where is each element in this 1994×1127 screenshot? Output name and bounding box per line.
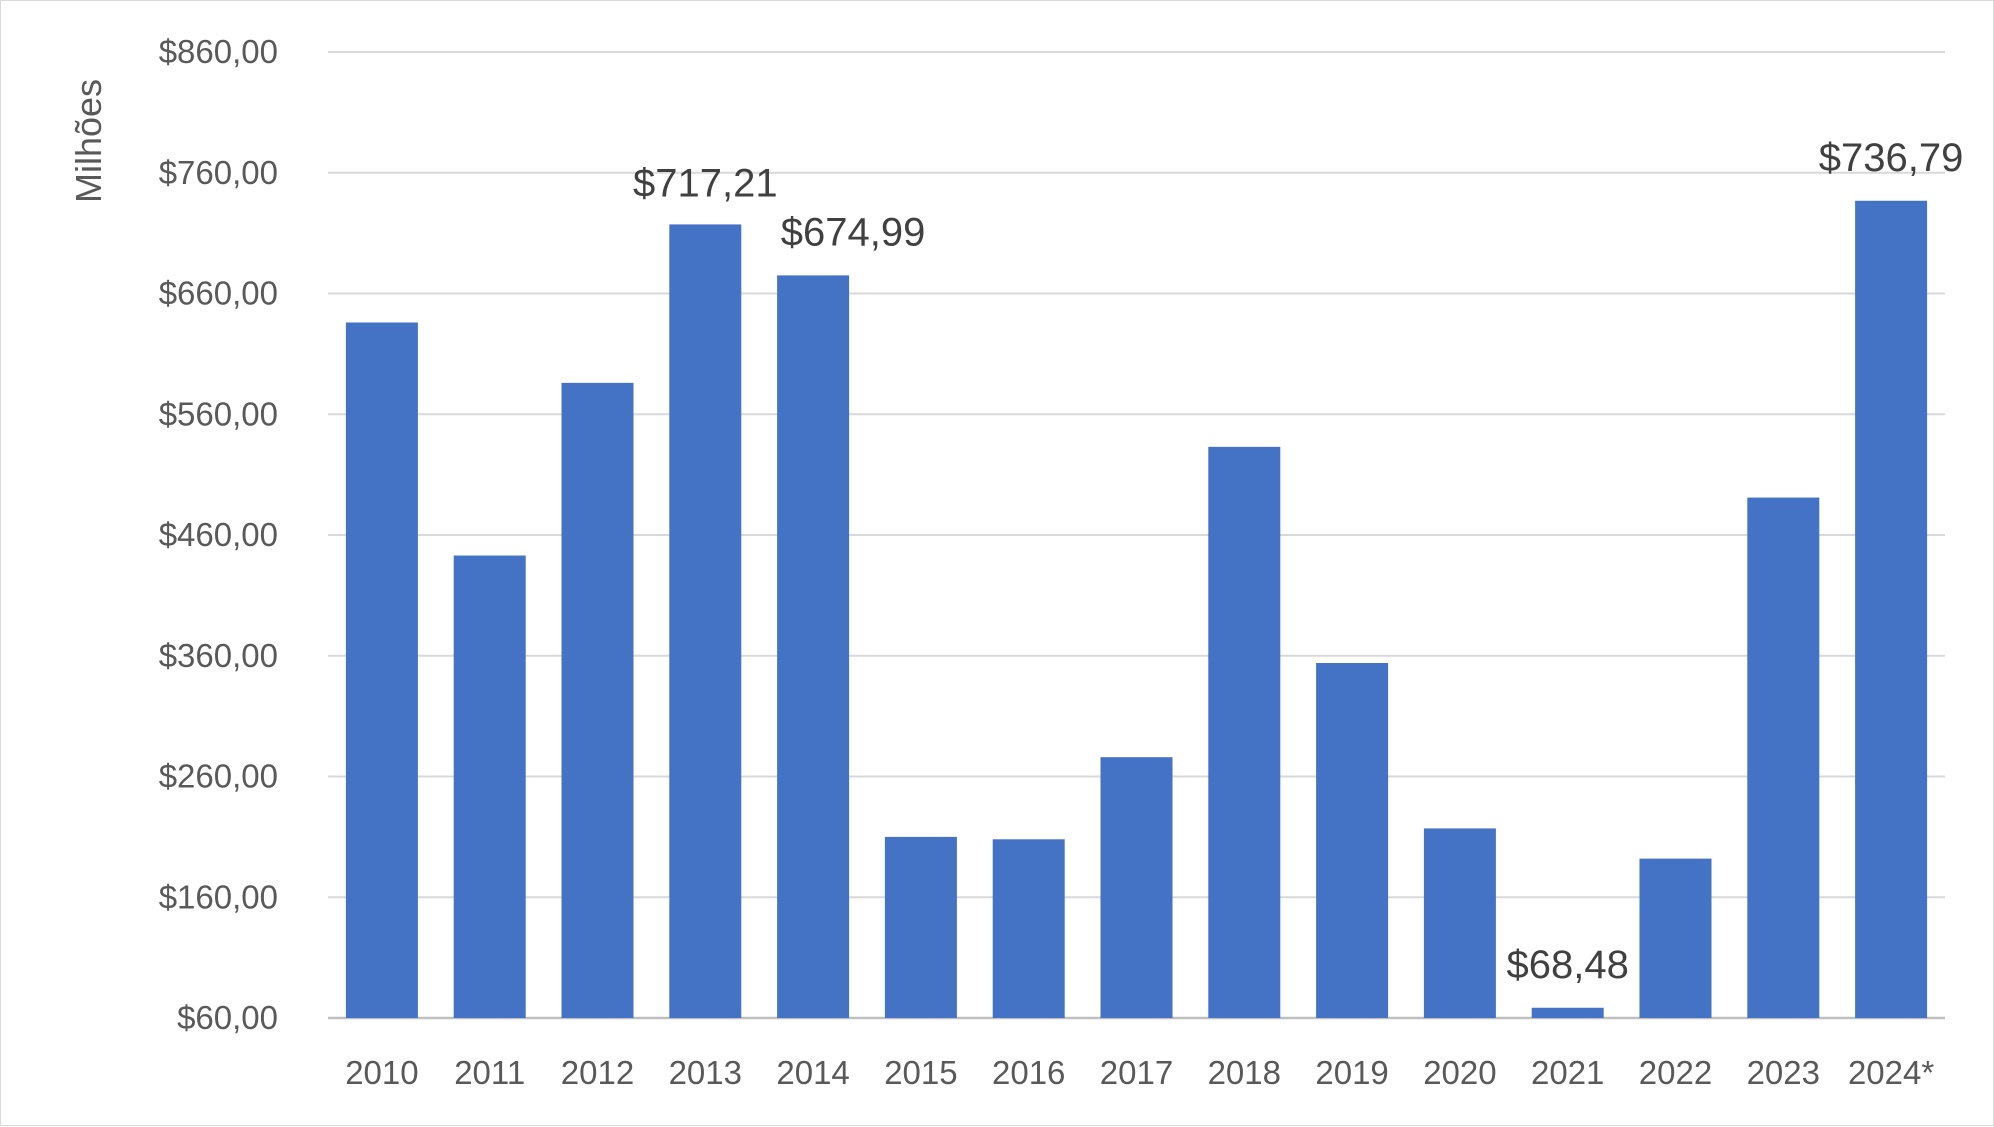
data-label-2013: $717,21: [633, 161, 778, 205]
x-tick-label: 2024*: [1848, 1054, 1934, 1091]
data-label-2014: $674,99: [781, 210, 926, 254]
x-tick-label: 2021: [1531, 1054, 1604, 1091]
x-tick-label: 2013: [669, 1054, 742, 1091]
bar-2013: [669, 224, 742, 1018]
y-axis-title: Milhões: [68, 79, 109, 203]
y-tick-label: $760,00: [159, 154, 278, 191]
bar-2010: [345, 322, 418, 1019]
x-tick-label: 2018: [1208, 1054, 1281, 1091]
x-tick-label: 2015: [884, 1054, 957, 1091]
bar-2018: [1208, 446, 1281, 1018]
x-tick-label: 2017: [1100, 1054, 1173, 1091]
bar-2023: [1747, 497, 1820, 1018]
x-tick-label: 2020: [1423, 1054, 1496, 1091]
x-tick-label: 2022: [1639, 1054, 1712, 1091]
y-tick-label: $460,00: [159, 516, 278, 553]
y-tick-label: $660,00: [159, 275, 278, 312]
bar-2022: [1639, 858, 1712, 1018]
y-axis-ticks: $60,00 $160,00 $260,00 $360,00 $460,00 $560,0…: [159, 33, 278, 1036]
x-tick-label: 2019: [1315, 1054, 1388, 1091]
y-tick-label: $160,00: [159, 878, 278, 915]
bar-2015: [884, 836, 957, 1018]
bar-2016: [992, 839, 1065, 1018]
bar-2024: [1855, 200, 1928, 1019]
data-label-2021: $68,48: [1507, 943, 1629, 987]
bar-2012: [561, 382, 634, 1019]
y-tick-label: $360,00: [159, 637, 278, 674]
data-labels: $717,21$674,99 $68,48 $736,79: [633, 136, 1963, 987]
y-tick-label: $60,00: [177, 999, 278, 1036]
x-tick-label: 2011: [454, 1054, 525, 1091]
bar-2014: [777, 275, 850, 1019]
x-axis-ticks: 2010 2011 2012 2013 2014 2015 2016 2017 2018 2019…: [345, 1054, 1934, 1091]
bar-2021: [1531, 1007, 1604, 1018]
x-tick-label: 2023: [1747, 1054, 1820, 1091]
bar-2017: [1100, 757, 1173, 1018]
bar-2011: [453, 555, 526, 1018]
bar-2020: [1423, 828, 1496, 1018]
x-tick-label: 2014: [776, 1054, 849, 1091]
y-tick-label: $860,00: [159, 33, 278, 70]
x-tick-label: 2016: [992, 1054, 1065, 1091]
y-tick-label: $560,00: [159, 395, 278, 432]
data-label-2024: $736,79: [1819, 136, 1964, 180]
y-tick-label: $260,00: [159, 758, 278, 795]
bar-2019: [1316, 662, 1389, 1018]
bars: [345, 200, 1928, 1019]
x-tick-label: 2012: [561, 1054, 634, 1091]
x-tick-label: 2010: [345, 1054, 418, 1091]
